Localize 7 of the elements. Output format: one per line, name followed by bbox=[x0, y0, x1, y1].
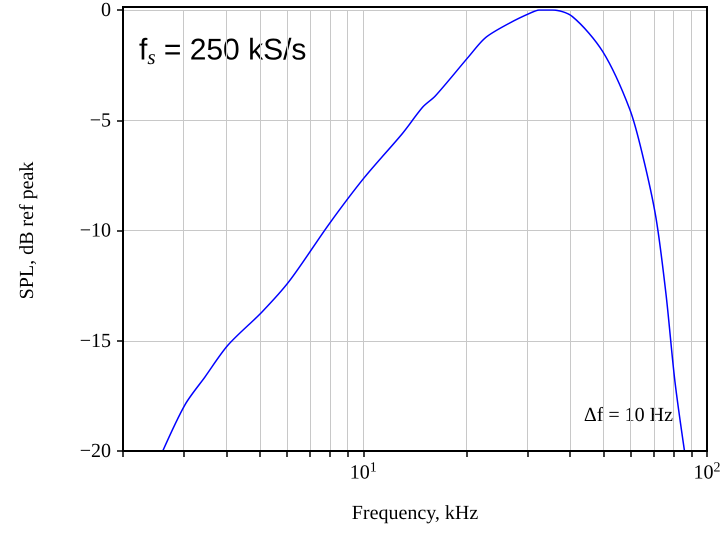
y-tick-label: 0 bbox=[101, 0, 111, 21]
y-axis-title: SPL, dB ref peak bbox=[16, 162, 38, 300]
y-tick-label: −5 bbox=[90, 109, 111, 132]
y-tick-label: −20 bbox=[80, 440, 111, 462]
x-axis-title: Frequency, kHz bbox=[352, 502, 478, 524]
y-tick-label: −15 bbox=[80, 330, 111, 352]
y-tick-label: −10 bbox=[80, 220, 111, 242]
